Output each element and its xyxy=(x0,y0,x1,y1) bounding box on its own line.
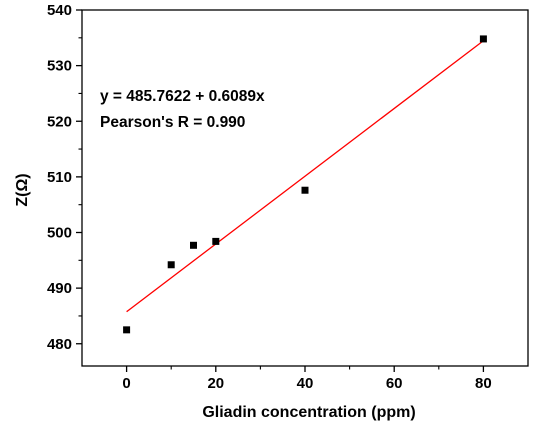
pearson-r-label: Pearson's R = 0.990 xyxy=(100,114,245,131)
y-tick-label: 510 xyxy=(47,169,72,186)
y-tick-label: 520 xyxy=(47,113,72,130)
y-tick-label: 490 xyxy=(47,280,72,297)
data-point xyxy=(190,241,197,249)
x-axis-label: Gliadin concentration (ppm) xyxy=(202,404,415,421)
data-point xyxy=(123,326,131,334)
fit-line xyxy=(126,40,484,313)
data-point xyxy=(167,261,175,269)
y-tick-label: 500 xyxy=(47,225,72,242)
axis-ticks xyxy=(76,9,485,372)
x-tick-label: 40 xyxy=(297,375,314,392)
y-tick-label: 530 xyxy=(47,58,72,75)
y-tick-label: 540 xyxy=(47,2,72,19)
data-point xyxy=(479,35,487,43)
y-axis-label: Z(Ω) xyxy=(14,173,31,206)
data-points xyxy=(123,35,487,334)
y-tick-label: 480 xyxy=(47,336,72,353)
x-tick-label: 20 xyxy=(207,375,224,392)
data-point xyxy=(301,186,309,194)
x-tick-label: 80 xyxy=(475,375,492,392)
x-tick-label: 0 xyxy=(122,375,130,392)
tick-labels: 0 20 40 60 80 480 490 500 510 520 530 540 xyxy=(47,2,492,392)
plot-frame xyxy=(81,9,529,367)
fit-equation-label: y = 485.7622 + 0.6089x xyxy=(100,88,265,105)
x-tick-label: 60 xyxy=(386,375,403,392)
data-point xyxy=(212,237,220,245)
